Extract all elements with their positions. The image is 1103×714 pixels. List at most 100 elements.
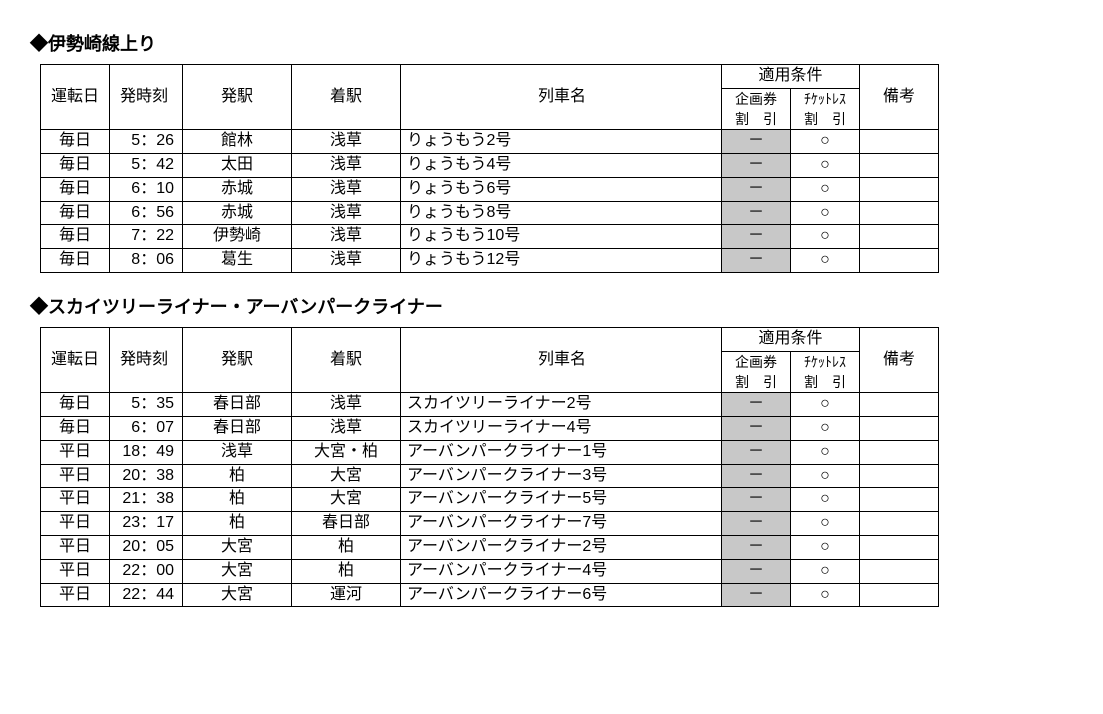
cell: ○ — [791, 130, 860, 154]
cell: 浅草 — [292, 393, 401, 417]
cell: 毎日 — [41, 225, 110, 249]
cell: 大宮 — [292, 488, 401, 512]
cell: ○ — [791, 177, 860, 201]
cell: 大宮 — [183, 583, 292, 607]
cell: 浅草 — [292, 249, 401, 273]
cell: 柏 — [183, 512, 292, 536]
table-row: 毎日7：22伊勢崎浅草りょうもう10号－○ — [41, 225, 939, 249]
cell — [860, 535, 939, 559]
cell: － — [722, 393, 791, 417]
table-row: 毎日5：35春日部浅草スカイツリーライナー2号－○ — [41, 393, 939, 417]
col-header: ﾁｹｯﾄﾚｽ — [791, 88, 860, 109]
cell: 赤城 — [183, 201, 292, 225]
cell: りょうもう12号 — [401, 249, 722, 273]
section-title: ◆スカイツリーライナー・アーバンパークライナー — [30, 293, 1073, 319]
cell: － — [722, 416, 791, 440]
table-row: 毎日5：26館林浅草りょうもう2号－○ — [41, 130, 939, 154]
cell: 浅草 — [292, 130, 401, 154]
cell: 柏 — [183, 488, 292, 512]
cell: － — [722, 201, 791, 225]
col-header: 列車名 — [401, 327, 722, 392]
col-header: 運転日 — [41, 327, 110, 392]
table-row: 毎日6：07春日部浅草スカイツリーライナー4号－○ — [41, 416, 939, 440]
cell: 浅草 — [292, 225, 401, 249]
cell: － — [722, 583, 791, 607]
col-header: 割 引 — [722, 372, 791, 393]
cell: 6：56 — [110, 201, 183, 225]
cell: 毎日 — [41, 153, 110, 177]
cell: 平日 — [41, 535, 110, 559]
cell: 柏 — [292, 535, 401, 559]
cell: 伊勢崎 — [183, 225, 292, 249]
col-header: 発駅 — [183, 327, 292, 392]
cell: 運河 — [292, 583, 401, 607]
cell: － — [722, 225, 791, 249]
cell: 7：22 — [110, 225, 183, 249]
cell — [860, 464, 939, 488]
cell: ○ — [791, 440, 860, 464]
cell: 毎日 — [41, 201, 110, 225]
cell: － — [722, 130, 791, 154]
table-row: 平日22：00大宮柏アーバンパークライナー4号－○ — [41, 559, 939, 583]
cell: 大宮 — [183, 535, 292, 559]
cell: 平日 — [41, 512, 110, 536]
col-header: 発駅 — [183, 65, 292, 130]
col-header: 列車名 — [401, 65, 722, 130]
cell: ○ — [791, 559, 860, 583]
cell: ○ — [791, 225, 860, 249]
cell: 18：49 — [110, 440, 183, 464]
cell — [860, 153, 939, 177]
table-row: 毎日8：06葛生浅草りょうもう12号－○ — [41, 249, 939, 273]
cell — [860, 559, 939, 583]
cell: 22：00 — [110, 559, 183, 583]
cell: － — [722, 464, 791, 488]
cell: － — [722, 153, 791, 177]
timetable: 運転日発時刻発駅着駅列車名適用条件備考企画券ﾁｹｯﾄﾚｽ割 引割 引毎日5：35… — [40, 327, 939, 607]
col-header: 運転日 — [41, 65, 110, 130]
cell: 浅草 — [183, 440, 292, 464]
cell: 赤城 — [183, 177, 292, 201]
cell: － — [722, 559, 791, 583]
cell: ○ — [791, 464, 860, 488]
cell: ○ — [791, 393, 860, 417]
cell: ○ — [791, 201, 860, 225]
cell: 浅草 — [292, 416, 401, 440]
cell — [860, 488, 939, 512]
cell: ○ — [791, 416, 860, 440]
cell: 太田 — [183, 153, 292, 177]
cell: － — [722, 440, 791, 464]
cell — [860, 225, 939, 249]
cell — [860, 393, 939, 417]
col-header: 割 引 — [722, 109, 791, 130]
cell — [860, 249, 939, 273]
cell: － — [722, 488, 791, 512]
cell: スカイツリーライナー4号 — [401, 416, 722, 440]
cell: 23：17 — [110, 512, 183, 536]
cell: 平日 — [41, 464, 110, 488]
cell: 柏 — [292, 559, 401, 583]
col-header: 適用条件 — [722, 327, 860, 351]
cell: りょうもう2号 — [401, 130, 722, 154]
cell — [860, 201, 939, 225]
cell: 大宮 — [183, 559, 292, 583]
cell: － — [722, 535, 791, 559]
col-header: 着駅 — [292, 327, 401, 392]
col-header: ﾁｹｯﾄﾚｽ — [791, 351, 860, 372]
cell: アーバンパークライナー1号 — [401, 440, 722, 464]
cell — [860, 130, 939, 154]
cell: アーバンパークライナー5号 — [401, 488, 722, 512]
col-header: 割 引 — [791, 372, 860, 393]
table-row: 平日20：38柏大宮アーバンパークライナー3号－○ — [41, 464, 939, 488]
table-row: 毎日6：10赤城浅草りょうもう6号－○ — [41, 177, 939, 201]
cell — [860, 512, 939, 536]
cell: 20：38 — [110, 464, 183, 488]
cell: 大宮 — [292, 464, 401, 488]
table-row: 平日23：17柏春日部アーバンパークライナー7号－○ — [41, 512, 939, 536]
cell: ○ — [791, 488, 860, 512]
cell — [860, 440, 939, 464]
cell: 6：07 — [110, 416, 183, 440]
cell: 毎日 — [41, 177, 110, 201]
col-header: 企画券 — [722, 88, 791, 109]
cell: － — [722, 512, 791, 536]
timetable-document: ◆伊勢崎線上り運転日発時刻発駅着駅列車名適用条件備考企画券ﾁｹｯﾄﾚｽ割 引割 … — [30, 30, 1073, 607]
